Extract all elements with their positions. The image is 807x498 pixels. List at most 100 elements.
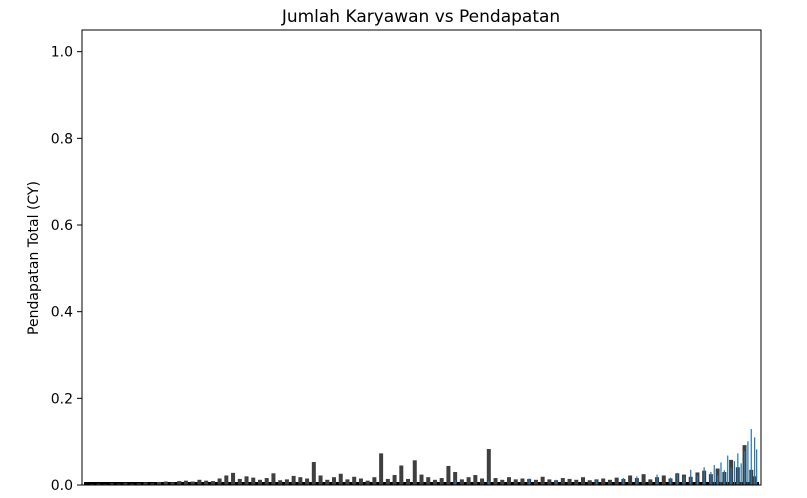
y-tick-label: 0.8 (51, 131, 73, 147)
bar-dark (352, 476, 357, 485)
bar-dark (210, 481, 215, 485)
bar-dark (392, 475, 397, 485)
y-tick-label: 0.0 (51, 478, 73, 494)
bar-dark (123, 482, 128, 485)
bar-dark (439, 478, 444, 485)
bar-blue (754, 437, 756, 485)
bars-layer (84, 429, 759, 485)
bar-dark (533, 479, 538, 485)
bar-dark (574, 479, 579, 485)
bar-dark (298, 477, 303, 485)
bar-dark (305, 478, 310, 485)
y-tick-label: 0.6 (51, 218, 73, 234)
bar-dark (224, 475, 229, 485)
bar-dark (345, 479, 350, 485)
bar-blue (733, 461, 736, 485)
bar-dark (446, 465, 451, 485)
bar-dark (480, 478, 485, 485)
bar-blue (717, 475, 719, 485)
bar-blue (555, 479, 557, 485)
bar-dark (271, 473, 276, 485)
bar-dark (130, 483, 135, 485)
bar-dark (257, 479, 262, 485)
bar-blue (676, 472, 678, 485)
bar-dark (473, 475, 478, 485)
bar-dark (143, 482, 148, 485)
bar-dark (365, 480, 370, 485)
bar-blue (636, 476, 638, 485)
bar-dark (150, 483, 155, 485)
bar-dark (311, 462, 316, 485)
bar-dark (385, 478, 390, 485)
bar-dark (217, 478, 222, 485)
bar-dark (190, 481, 195, 485)
bar-dark (109, 483, 114, 485)
bar-dark (547, 479, 552, 485)
bar-dark (560, 478, 565, 485)
bar-blue (713, 465, 715, 485)
bar-dark (581, 477, 586, 485)
bar-blue (488, 480, 490, 485)
bar-blue (656, 474, 658, 485)
bar-dark (432, 479, 437, 485)
bar-dark (648, 479, 653, 485)
bar-dark (459, 479, 464, 485)
bar-dark (601, 478, 606, 485)
bar-dark (157, 481, 162, 485)
bar-dark (332, 477, 337, 485)
bar-blue (454, 479, 456, 485)
bar-dark (284, 479, 289, 485)
bar-blue (750, 429, 752, 485)
bar-dark (170, 482, 175, 485)
y-axis-label: Pendapatan Total (CY) (26, 181, 42, 335)
bar-blue (740, 463, 742, 485)
y-tick-label: 0.2 (51, 391, 73, 407)
bar-dark (520, 478, 525, 485)
bar-dark (177, 481, 182, 485)
bar-dark (614, 477, 619, 485)
bar-blue (720, 462, 722, 485)
bar-dark (204, 480, 209, 485)
bar-blue (622, 478, 624, 485)
bar-blue (683, 476, 685, 485)
bar-blue (743, 451, 746, 485)
y-tick-label: 0.4 (51, 305, 73, 321)
bar-dark (325, 479, 330, 485)
bar-dark (466, 477, 471, 485)
bar-dark (244, 476, 249, 485)
bar-dark (628, 475, 633, 485)
bar-dark (318, 475, 323, 485)
bar-dark (338, 473, 343, 485)
bar-blue (756, 449, 758, 485)
bar-blue (703, 467, 705, 485)
bar-blue (747, 441, 749, 485)
y-tick-label: 1.0 (51, 45, 73, 61)
bar-dark (641, 474, 646, 485)
bar-blue (595, 480, 598, 485)
bar-dark (197, 479, 202, 485)
bar-blue (710, 472, 712, 485)
bar-blue (669, 477, 672, 485)
bar-dark (500, 479, 505, 485)
bar-dark (231, 472, 236, 485)
bar-dark (163, 481, 168, 485)
bar-dark (453, 472, 458, 485)
bar-dark (379, 453, 384, 485)
bar-blue (696, 475, 699, 485)
bar-dark (513, 479, 518, 485)
bar-dark (587, 480, 592, 485)
bar-blue (690, 469, 692, 485)
bar-dark (251, 477, 256, 485)
bar-dark (486, 449, 491, 485)
bar-blue (528, 478, 530, 485)
bar-dark (406, 478, 411, 485)
bar-dark (506, 477, 511, 485)
bar-blue (737, 453, 739, 485)
bar-dark (607, 479, 612, 485)
bar-dark (567, 478, 572, 485)
bar-blue (730, 467, 732, 485)
bar-dark (264, 478, 269, 485)
bar-dark (540, 476, 545, 485)
